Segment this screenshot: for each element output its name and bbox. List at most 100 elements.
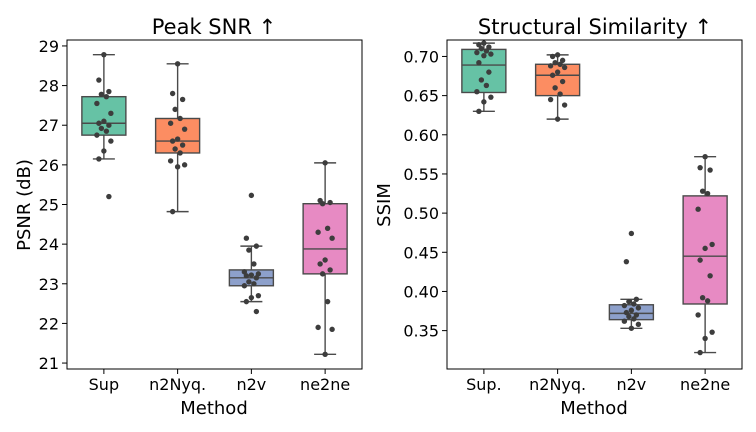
ssim-point — [695, 312, 701, 318]
psnr-y-tick-label: 27 — [39, 116, 59, 135]
psnr-x-tick-label-3: n2v — [236, 375, 266, 394]
ssim-point — [549, 53, 556, 60]
psnr-y-tick-label: 24 — [39, 235, 59, 254]
ssim-point — [476, 108, 482, 114]
ssim-x-tick-label-3: n2v — [616, 375, 646, 394]
ssim-point — [628, 307, 635, 313]
psnr-y-tick-label: 23 — [39, 275, 59, 294]
ssim-point — [709, 241, 715, 248]
ssim-point — [547, 96, 554, 103]
psnr-point — [322, 351, 328, 358]
psnr-point — [324, 225, 331, 231]
ssim-point — [559, 78, 566, 85]
ssim-y-tick-label: 0.50 — [403, 204, 439, 223]
psnr-point — [319, 201, 326, 207]
ssim-point — [481, 99, 487, 105]
ssim-point — [559, 57, 566, 64]
psnr-point — [98, 125, 105, 132]
psnr-point — [322, 257, 328, 263]
ssim-point — [633, 296, 640, 302]
psnr-point — [179, 142, 186, 148]
psnr-point — [108, 110, 114, 117]
psnr-point — [243, 273, 250, 279]
psnr-point — [251, 281, 257, 287]
ssim-point — [554, 52, 561, 58]
ssim-point — [478, 45, 485, 52]
psnr-point — [101, 51, 107, 58]
psnr-point — [241, 283, 248, 289]
psnr-point — [108, 138, 114, 144]
psnr-point — [327, 267, 333, 273]
ssim-point — [697, 349, 703, 356]
ssim-point — [481, 52, 487, 59]
psnr-point — [94, 100, 100, 107]
ssim-axes-frame — [446, 39, 743, 370]
psnr-y-tick-label: 28 — [39, 77, 59, 96]
ssim-y-tick-label: 0.40 — [403, 282, 439, 301]
ssim-point — [628, 230, 635, 237]
psnr-y-tick-label: 26 — [39, 156, 59, 175]
psnr-point — [329, 326, 335, 333]
ssim-y-tick-label: 0.35 — [403, 322, 439, 341]
ssim-x-tick-label-1: Sup. — [466, 375, 502, 394]
psnr-x-tick-label-1: Sup — [89, 375, 119, 394]
psnr-point — [174, 61, 181, 67]
ssim-point — [623, 258, 630, 265]
ssim-point — [561, 102, 568, 108]
ssim-point — [488, 51, 494, 57]
ssim-point — [697, 164, 703, 171]
ssim-point — [474, 49, 480, 56]
ssim-x-tick-label-4: ne2ne — [680, 375, 730, 394]
psnr-box-4 — [302, 203, 348, 275]
psnr-x-tick-label-2: n2Nyq. — [149, 375, 206, 394]
psnr-point — [243, 298, 250, 305]
psnr-x-tick-label-4: ne2ne — [300, 375, 350, 394]
psnr-axes-frame — [66, 39, 363, 370]
ssim-point — [633, 312, 640, 318]
ssim-point — [552, 60, 558, 66]
ssim-y-tick-label: 0.45 — [403, 243, 439, 262]
ssim-point — [704, 298, 711, 304]
psnr-point — [169, 138, 176, 144]
psnr-point — [317, 261, 323, 267]
ssim-point — [695, 206, 701, 212]
ssim-point — [707, 167, 713, 173]
psnr-point — [94, 132, 100, 138]
ssim-point — [547, 63, 554, 69]
psnr-point — [253, 275, 260, 281]
ssim-point — [704, 190, 711, 197]
psnr-y-tick-label: 29 — [39, 37, 59, 56]
psnr-point — [167, 158, 174, 164]
ssim-x-axis-label: Method — [560, 398, 628, 419]
psnr-point — [172, 146, 178, 152]
psnr-point — [106, 193, 112, 200]
psnr-point — [96, 77, 102, 83]
ssim-point — [486, 44, 492, 50]
psnr-y-tick-label: 21 — [39, 354, 59, 373]
ssim-point — [549, 72, 556, 78]
ssim-point — [557, 61, 563, 67]
ssim-point — [628, 325, 635, 331]
ssim-point — [699, 295, 706, 301]
ssim-point — [702, 245, 708, 252]
psnr-y-axis-label: PSNR (dB) — [14, 159, 35, 251]
ssim-y-axis-label: SSIM — [374, 183, 395, 227]
ssim-point — [486, 69, 492, 75]
ssim-point — [474, 89, 480, 95]
psnr-point — [246, 279, 252, 285]
psnr-point — [243, 235, 250, 241]
ssim-y-tick-label: 0.70 — [403, 47, 439, 66]
ssim-point — [488, 94, 494, 100]
psnr-point — [103, 93, 110, 100]
psnr-point — [179, 96, 186, 103]
psnr-point — [101, 118, 107, 124]
psnr-point — [251, 261, 257, 267]
ssim-point — [626, 298, 632, 305]
ssim-point — [621, 318, 628, 324]
psnr-point — [327, 199, 333, 206]
ssim-point — [561, 64, 568, 71]
ssim-box-2 — [534, 63, 581, 97]
ssim-y-tick-label: 0.60 — [403, 126, 439, 145]
ssim-chart-title: Structural Similarity ↑ — [478, 15, 712, 39]
psnr-point — [101, 148, 107, 154]
